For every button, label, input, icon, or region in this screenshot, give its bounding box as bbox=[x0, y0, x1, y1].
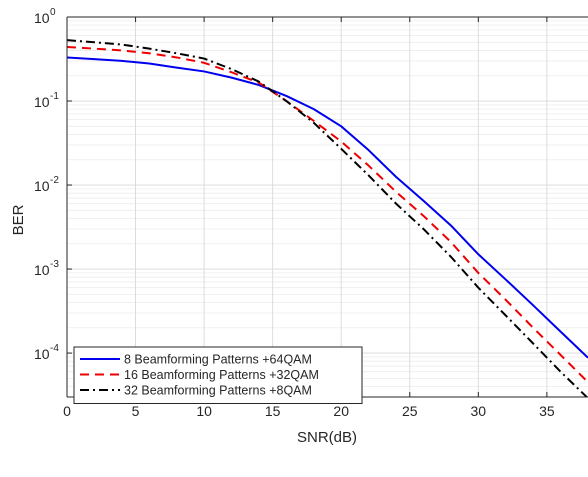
x-tick-label: 20 bbox=[333, 403, 349, 419]
y-tick-label: 10 -3 bbox=[34, 259, 59, 278]
y-tick-label-exponent: -2 bbox=[50, 175, 59, 186]
series-line-1 bbox=[67, 56, 588, 359]
legend-label-3: 32 Beamforming Patterns +8QAM bbox=[124, 384, 312, 398]
legend-label-2: 16 Beamforming Patterns +32QAM bbox=[124, 368, 319, 382]
y-tick-label-base: 10 bbox=[34, 262, 50, 278]
series-layer bbox=[67, 39, 588, 397]
series-line-3 bbox=[67, 39, 588, 397]
x-tick-label: 5 bbox=[132, 403, 140, 419]
y-tick-label-base: 10 bbox=[34, 346, 50, 362]
y-tick-label-base: 10 bbox=[34, 94, 50, 110]
y-tick-label-exponent: -1 bbox=[50, 91, 59, 102]
legend-label-1: 8 Beamforming Patterns +64QAM bbox=[124, 353, 312, 367]
x-tick-label: 25 bbox=[402, 403, 418, 419]
y-tick-label-base: 10 bbox=[34, 178, 50, 194]
y-tick-label: 10 0 bbox=[34, 7, 56, 26]
x-tick-label: 10 bbox=[196, 403, 212, 419]
y-tick-label: 10 -2 bbox=[34, 175, 59, 194]
x-tick-label: 35 bbox=[539, 403, 555, 419]
y-tick-label-base: 10 bbox=[34, 10, 50, 26]
y-tick-label-exponent: 0 bbox=[50, 7, 56, 18]
x-tick-label: 30 bbox=[471, 403, 487, 419]
y-tick-label-exponent: -3 bbox=[50, 259, 59, 270]
legend-box bbox=[73, 346, 363, 404]
x-tick-label: 15 bbox=[265, 403, 281, 419]
x-tick-label: 0 bbox=[63, 403, 71, 419]
x-axis-label: SNR(dB) bbox=[297, 429, 357, 446]
y-tick-label-exponent: -4 bbox=[50, 343, 59, 354]
y-tick-label: 10 -1 bbox=[34, 91, 59, 110]
y-tick-label: 10 -4 bbox=[34, 343, 59, 362]
y-axis-label: BER bbox=[10, 204, 27, 235]
